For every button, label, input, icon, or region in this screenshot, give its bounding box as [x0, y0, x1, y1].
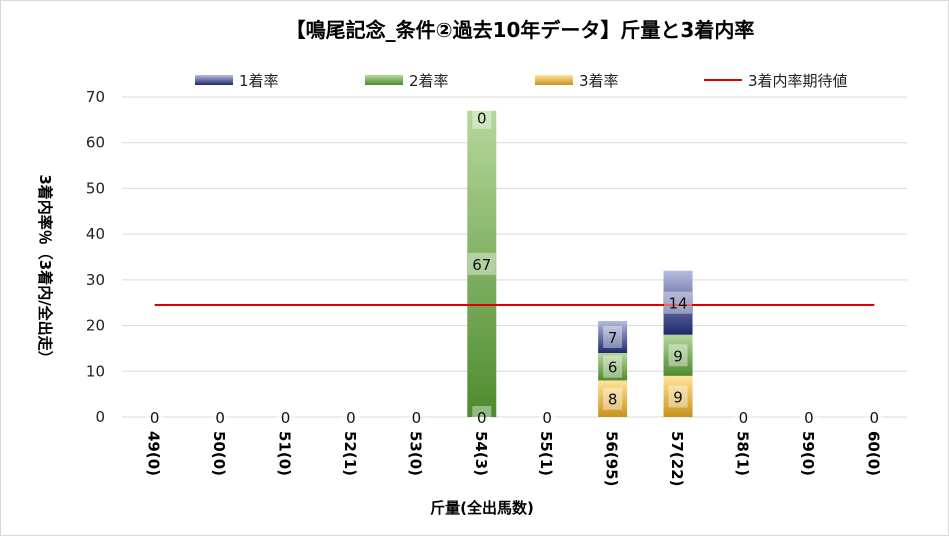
- data-label: 0: [804, 409, 814, 427]
- data-label: 0: [477, 110, 487, 128]
- x-tick-label: 57(22): [668, 431, 686, 486]
- data-label: 0: [739, 409, 749, 427]
- data-label: 67: [472, 256, 491, 274]
- data-label-bg: [668, 344, 688, 367]
- data-label-bg: [603, 387, 623, 410]
- legend-label: 3着率: [579, 72, 619, 90]
- data-label-bg: [341, 406, 361, 428]
- x-tick-label: 51(0): [276, 431, 294, 476]
- data-label: 9: [673, 388, 683, 406]
- legend: 1着率 2着率 3着率 3着内率期待値: [195, 72, 848, 90]
- data-label-bg: [276, 406, 296, 428]
- legend-label: 3着内率期待値: [748, 72, 848, 90]
- y-tick-label: 20: [86, 317, 105, 335]
- legend-swatch: [195, 75, 233, 85]
- data-label: 0: [346, 409, 356, 427]
- bar-segment-rate1: [598, 321, 628, 353]
- chart-title: 【鳴尾記念_条件②過去10年データ】斤量と3着内率: [286, 18, 755, 42]
- data-label-bg: [537, 406, 557, 428]
- y-tick-label: 40: [86, 225, 105, 243]
- x-tick-label: 49(0): [145, 431, 163, 476]
- x-tick-label: 50(0): [210, 431, 228, 476]
- data-label: 0: [477, 409, 487, 427]
- y-tick-label: 10: [86, 362, 105, 380]
- data-label: 0: [150, 409, 160, 427]
- legend-label: 1着率: [239, 72, 279, 90]
- legend-swatch: [535, 75, 573, 85]
- bar-segment-rate3: [598, 380, 628, 417]
- data-label-bg: [472, 106, 492, 129]
- x-tick-label: 58(1): [733, 431, 751, 476]
- data-label: 8: [608, 391, 618, 409]
- data-label: 0: [215, 409, 225, 427]
- data-label: 0: [412, 409, 422, 427]
- data-label-bg: [145, 406, 165, 428]
- data-label-bg: [668, 385, 688, 408]
- data-label: 9: [673, 347, 683, 365]
- data-label: 0: [281, 409, 291, 427]
- data-label: 0: [870, 409, 880, 427]
- y-tick-label: 50: [86, 179, 105, 197]
- legend-label: 2着率: [409, 72, 449, 90]
- bar-segment-rate1: [663, 270, 693, 335]
- x-tick-label: 55(1): [537, 431, 555, 476]
- x-tick-label: 52(1): [341, 431, 359, 476]
- y-tick-label: 0: [95, 408, 105, 426]
- bar-segment-rate3: [663, 375, 693, 417]
- x-axis-label: 斤量(全出馬数): [430, 499, 534, 517]
- y-tick-label: 70: [86, 88, 105, 106]
- y-axis-label: 3着内率％（3着内/全出走）: [36, 174, 54, 365]
- data-label-bg: [472, 406, 492, 428]
- x-tick-label: 59(0): [799, 431, 817, 476]
- data-label-bg: [603, 355, 623, 378]
- bar-segment-rate2: [598, 353, 628, 381]
- data-label-bg: [406, 406, 426, 428]
- x-tick-label: 53(0): [406, 431, 424, 476]
- data-label-bg: [664, 291, 693, 314]
- legend-swatch: [365, 75, 403, 85]
- bar-segment-rate2: [663, 334, 693, 376]
- data-label: 0: [542, 409, 552, 427]
- x-tick-label: 60(0): [864, 431, 882, 476]
- gridlines: [122, 96, 907, 418]
- bar-segment-rate2: [467, 110, 497, 417]
- data-label-bg: [603, 326, 623, 348]
- data-label-bg: [467, 252, 496, 275]
- data-label-bg: [864, 406, 884, 428]
- bars: [467, 110, 693, 417]
- y-tick-label: 60: [86, 134, 105, 152]
- y-axis-ticks: 0 10 20 30 40 50 60 70: [86, 88, 105, 426]
- x-tick-label: 56(95): [603, 431, 621, 486]
- data-label: 6: [608, 359, 618, 377]
- y-tick-label: 30: [86, 271, 105, 289]
- data-label-bg: [733, 406, 753, 428]
- data-label: 14: [668, 295, 687, 313]
- data-label: 7: [608, 329, 618, 347]
- data-label-bg: [210, 406, 230, 428]
- data-label-bg: [799, 406, 819, 428]
- x-tick-label: 54(3): [472, 431, 490, 476]
- x-axis-ticks: 49(0) 50(0) 51(0) 52(1) 53(0) 54(3) 55(1) 56(95…: [145, 431, 883, 486]
